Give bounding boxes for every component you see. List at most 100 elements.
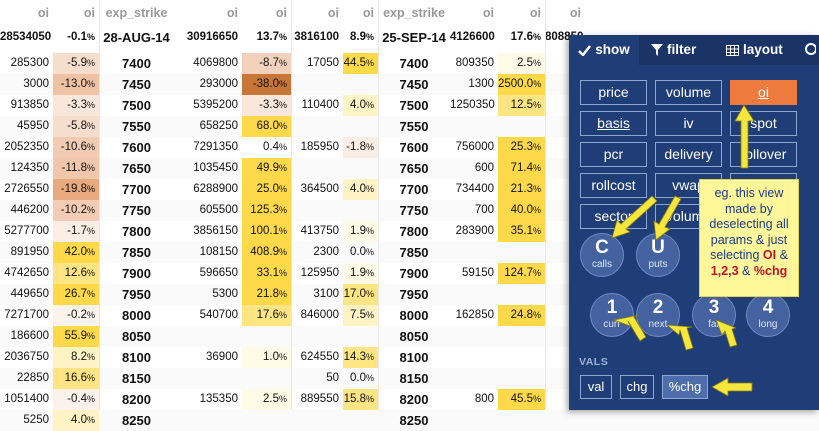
oi-value: 3100 xyxy=(313,288,339,300)
column-divider xyxy=(291,0,292,410)
param-button-price[interactable]: price xyxy=(580,80,647,105)
pct-value: 8.9 xyxy=(349,31,366,43)
oi-value: 540700 xyxy=(199,309,238,321)
oi-pct-cell: 4.0% xyxy=(343,179,378,200)
total-oi-pct: 8.9% xyxy=(343,27,378,48)
pct-value: -3.3 xyxy=(67,99,87,111)
pct-value: -13.0 xyxy=(60,78,87,90)
oi-value: 185950 xyxy=(300,141,339,153)
percent-sign: % xyxy=(86,226,95,236)
pct-value: 17.0 xyxy=(343,288,366,300)
table-row: 2726550 -19.8% 7700 6288900 25.0% 364500 4.0% 7… xyxy=(0,179,819,200)
month-toggle-long[interactable]: 4 long xyxy=(746,293,790,337)
tab-filter[interactable]: filter xyxy=(651,35,696,65)
pct-value: 49.9 xyxy=(256,162,279,174)
pct-value: 2500.0 xyxy=(498,78,534,90)
table-row: 1051400 -0.4% 8200 135350 2.5% 889550 15.8% 820… xyxy=(0,389,819,410)
vals-pctchg-button[interactable]: %chg xyxy=(662,375,708,399)
percent-sign: % xyxy=(86,184,95,194)
pct-value: 71.4 xyxy=(510,162,533,174)
oi-value: 605500 xyxy=(199,204,238,216)
strike-price: 7700 xyxy=(122,182,151,197)
oi-value: 891950 xyxy=(10,246,49,258)
strike-price: 8250 xyxy=(399,413,429,428)
oi-pct-cell: 25.3% xyxy=(498,137,545,158)
pct-value: -1.8 xyxy=(346,141,366,153)
pct-value: -10.6 xyxy=(60,141,87,153)
oi-value: 1250350 xyxy=(450,99,495,111)
percent-sign: % xyxy=(532,205,541,215)
oi-pct-cell: 21.8% xyxy=(242,284,291,305)
month-label: far xyxy=(708,319,720,330)
oi-value: 110400 xyxy=(301,99,339,111)
oi-pct-cell: -10.6% xyxy=(53,137,99,158)
param-button-volume[interactable]: volume xyxy=(655,80,722,105)
param-button-rollover[interactable]: rollover xyxy=(730,142,797,167)
oi-pct-cell: 4.0% xyxy=(343,95,378,116)
percent-sign: % xyxy=(86,373,95,383)
vals-section-label: VALS xyxy=(579,356,609,368)
vals-chg-button[interactable]: chg xyxy=(620,375,654,399)
calls-toggle[interactable]: C calls xyxy=(580,233,624,277)
oi-pct-cell: 16.6% xyxy=(53,368,99,389)
pct-value: -0.1 xyxy=(67,31,87,43)
oi-value: 135350 xyxy=(199,393,238,405)
note-line: selecting xyxy=(710,248,763,262)
puts-letter: U xyxy=(651,237,665,258)
percent-sign: % xyxy=(532,32,541,42)
oi-value: 22850 xyxy=(17,372,49,384)
vals-val-button[interactable]: val xyxy=(580,375,612,399)
total-oi-pct: -0.1% xyxy=(53,27,99,48)
pct-value: -10.2 xyxy=(60,204,87,216)
grid-icon xyxy=(726,45,739,56)
oi-value: 3856150 xyxy=(193,225,238,237)
note-line: eg. this view xyxy=(714,186,784,200)
param-button-sector[interactable]: sector xyxy=(580,204,647,229)
strike-price: 7500 xyxy=(399,98,429,113)
oi-pct-cell: 45.5% xyxy=(498,389,545,410)
oi-pct-cell: 44.5% xyxy=(343,53,378,74)
month-toggle-next[interactable]: 2 next xyxy=(636,293,680,337)
oi-value: 7271700 xyxy=(4,309,49,321)
note-bold: OI xyxy=(762,248,777,262)
pct-value: 0.4 xyxy=(262,141,279,153)
strike-price: 7800 xyxy=(399,224,429,239)
calls-label: calls xyxy=(591,259,612,270)
oi-pct-cell: 26.7% xyxy=(53,284,99,305)
percent-sign: % xyxy=(365,142,374,152)
param-button-oi[interactable]: oi xyxy=(730,80,797,105)
header-row: oi exp_strike oi oi exp_strike oi oi oi oi oi oi xyxy=(0,3,819,24)
percent-sign: % xyxy=(532,100,541,110)
pct-value: -1.7 xyxy=(67,225,87,237)
tab-layout[interactable]: layout xyxy=(726,35,783,65)
oi-pct-cell xyxy=(498,242,545,263)
strike-price: 8150 xyxy=(399,371,429,386)
oi-value: 756000 xyxy=(455,141,494,153)
oi-pct-cell: 0.0% xyxy=(343,368,378,389)
oi-value: 846000 xyxy=(300,309,339,321)
search-icon[interactable] xyxy=(804,35,819,65)
month-toggle-far[interactable]: 3 far xyxy=(692,293,736,337)
strike-price: 7400 xyxy=(122,56,151,71)
total-oi: 3816100 xyxy=(294,31,339,43)
pct-value: 25.3 xyxy=(510,141,533,153)
tab-show[interactable]: show xyxy=(569,35,639,65)
oi-pct-cell: 1.9% xyxy=(343,263,378,284)
column-divider xyxy=(545,0,546,410)
expiry-label: 28-AUG-14 xyxy=(103,30,170,45)
param-button-pcr[interactable]: pcr xyxy=(580,142,647,167)
param-button-rollcost[interactable]: rollcost xyxy=(580,173,647,198)
param-button-basis[interactable]: basis xyxy=(580,111,647,136)
month-number: 3 xyxy=(708,297,720,318)
puts-toggle[interactable]: U puts xyxy=(636,233,680,277)
percent-sign: % xyxy=(278,163,287,173)
oi-pct-cell: -5.9% xyxy=(53,53,99,74)
oi-value: 446200 xyxy=(10,204,49,216)
month-toggle-curr[interactable]: 1 curr xyxy=(590,293,634,337)
column-header-pct: oi xyxy=(275,6,287,20)
oi-value: 186600 xyxy=(10,330,49,342)
param-button-spot[interactable]: spot xyxy=(730,111,797,136)
oi-value: 4742650 xyxy=(4,267,49,279)
param-button-iv[interactable]: iv xyxy=(655,111,722,136)
param-button-delivery[interactable]: delivery xyxy=(655,142,722,167)
